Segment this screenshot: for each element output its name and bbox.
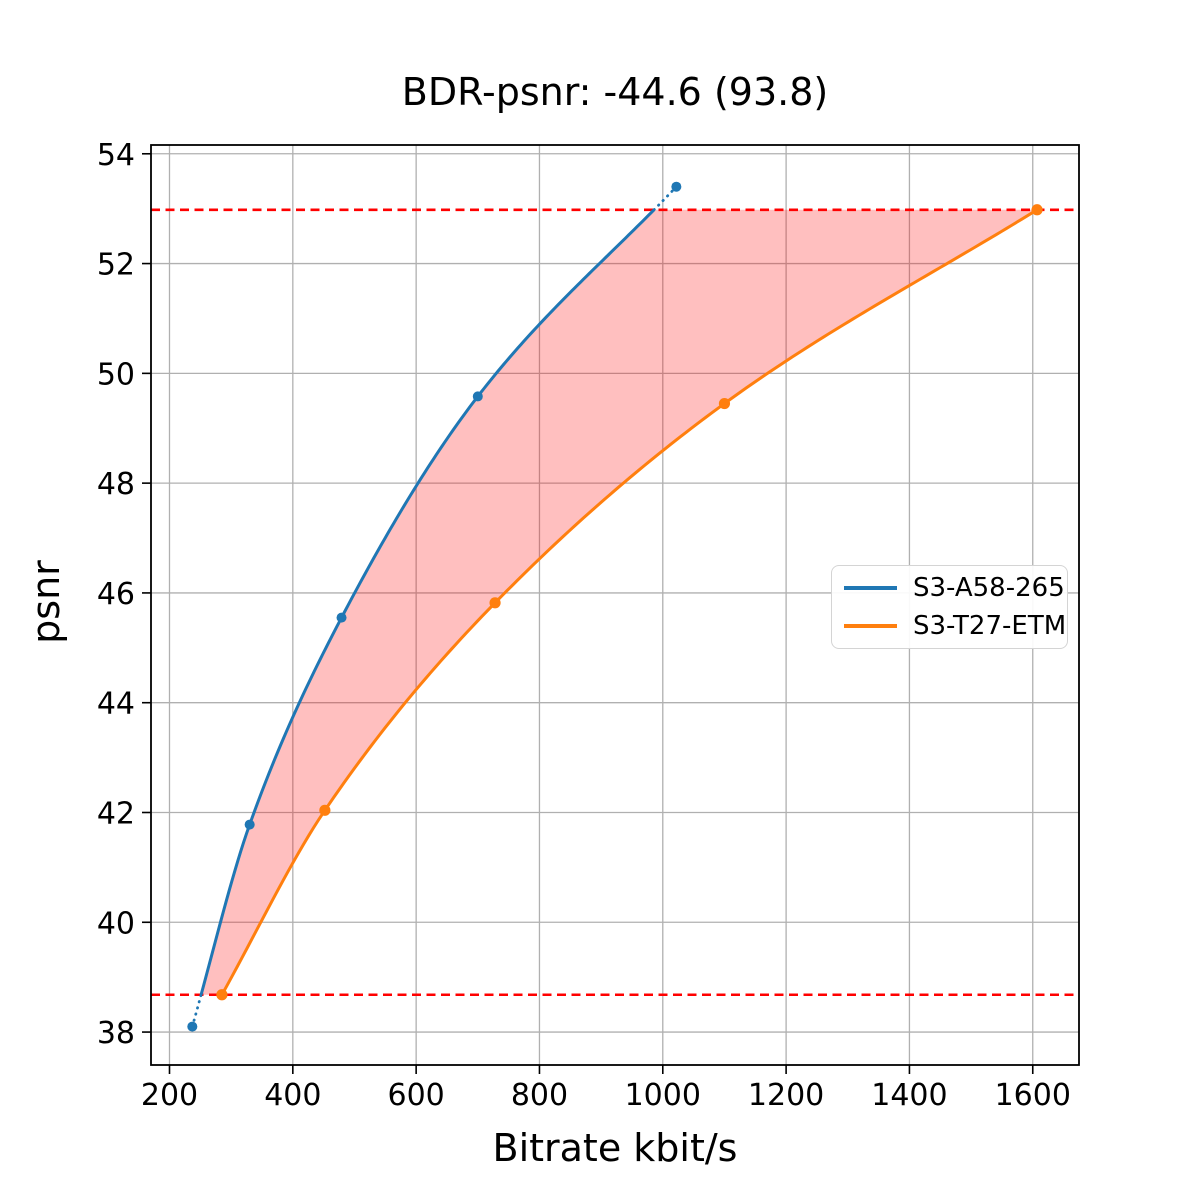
data-point-S3-T27-ETM bbox=[489, 597, 501, 609]
x-tick-label: 600 bbox=[388, 1078, 445, 1113]
y-tick-label: 48 bbox=[97, 467, 135, 502]
data-point-S3-A58-265 bbox=[244, 819, 255, 830]
y-tick-label: 42 bbox=[97, 796, 135, 831]
chart-title: BDR-psnr: -44.6 (93.8) bbox=[401, 70, 829, 114]
y-tick-label: 50 bbox=[97, 357, 135, 392]
x-tick-label: 200 bbox=[141, 1078, 198, 1113]
series-curve-S3-T27-ETM bbox=[220, 208, 1038, 996]
data-point-S3-A58-265 bbox=[336, 612, 347, 623]
data-point-S3-A58-265 bbox=[671, 181, 682, 192]
axes-frame bbox=[150, 144, 1080, 1066]
y-tick-label: 52 bbox=[97, 248, 135, 283]
data-point-S3-A58-265 bbox=[472, 391, 483, 402]
legend-line-swatch-orange bbox=[844, 624, 897, 628]
series-curve-S3-A58-265 bbox=[199, 208, 656, 996]
data-point-S3-T27-ETM bbox=[216, 989, 228, 1001]
series-curve-S3-A58-265-dotted-low bbox=[190, 993, 203, 1028]
x-axis-label: Bitrate kbit/s bbox=[492, 1126, 738, 1170]
legend-label: S3-A58-265 bbox=[913, 573, 1065, 603]
data-point-S3-A58-265 bbox=[187, 1021, 198, 1032]
series-curve-S3-A58-265-dotted-high bbox=[652, 185, 678, 212]
x-tick-label: 800 bbox=[511, 1078, 568, 1113]
data-point-S3-T27-ETM bbox=[1031, 204, 1043, 216]
y-tick-label: 44 bbox=[97, 687, 135, 722]
legend: S3-A58-265 S3-T27-ETM bbox=[831, 565, 1068, 649]
y-tick-label: 38 bbox=[97, 1016, 135, 1051]
bd-rate-shaded-region bbox=[201, 209, 1038, 995]
y-tick-label: 40 bbox=[97, 906, 135, 941]
y-axis-label: psnr bbox=[24, 560, 68, 644]
x-tick-label: 1000 bbox=[625, 1078, 701, 1113]
legend-item-s3-t27-etm: S3-T27-ETM bbox=[844, 613, 1067, 639]
legend-line-swatch-blue bbox=[844, 586, 897, 590]
x-tick-label: 400 bbox=[264, 1078, 321, 1113]
legend-label: S3-T27-ETM bbox=[913, 611, 1067, 641]
x-tick-label: 1200 bbox=[748, 1078, 824, 1113]
data-point-S3-T27-ETM bbox=[718, 397, 731, 410]
legend-item-s3-a58-265: S3-A58-265 bbox=[844, 575, 1067, 601]
y-tick-label: 54 bbox=[97, 138, 135, 173]
data-point-S3-T27-ETM bbox=[319, 804, 331, 816]
x-tick-label: 1400 bbox=[871, 1078, 947, 1113]
x-tick-label: 1600 bbox=[995, 1078, 1071, 1113]
y-tick-label: 46 bbox=[97, 577, 135, 612]
